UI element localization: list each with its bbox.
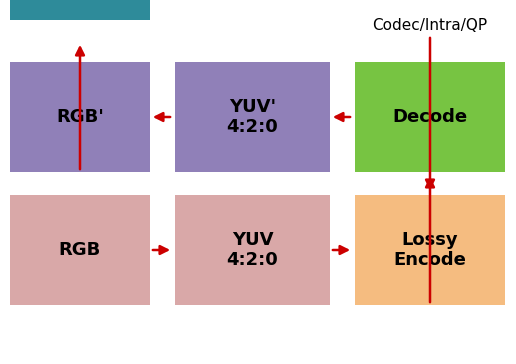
FancyBboxPatch shape (10, 0, 150, 20)
Text: Lossy
Encode: Lossy Encode (394, 231, 466, 269)
FancyBboxPatch shape (10, 62, 150, 172)
Text: YUV'
4:2:0: YUV' 4:2:0 (227, 98, 278, 136)
Text: YUV
4:2:0: YUV 4:2:0 (227, 231, 278, 269)
FancyBboxPatch shape (175, 195, 330, 305)
Text: RGB': RGB' (56, 108, 104, 126)
Text: Decode: Decode (393, 108, 467, 126)
FancyBboxPatch shape (355, 62, 505, 172)
FancyBboxPatch shape (355, 195, 505, 305)
Text: Codec/Intra/QP: Codec/Intra/QP (373, 18, 488, 33)
FancyBboxPatch shape (175, 62, 330, 172)
Text: RGB: RGB (59, 241, 101, 259)
FancyBboxPatch shape (10, 195, 150, 305)
